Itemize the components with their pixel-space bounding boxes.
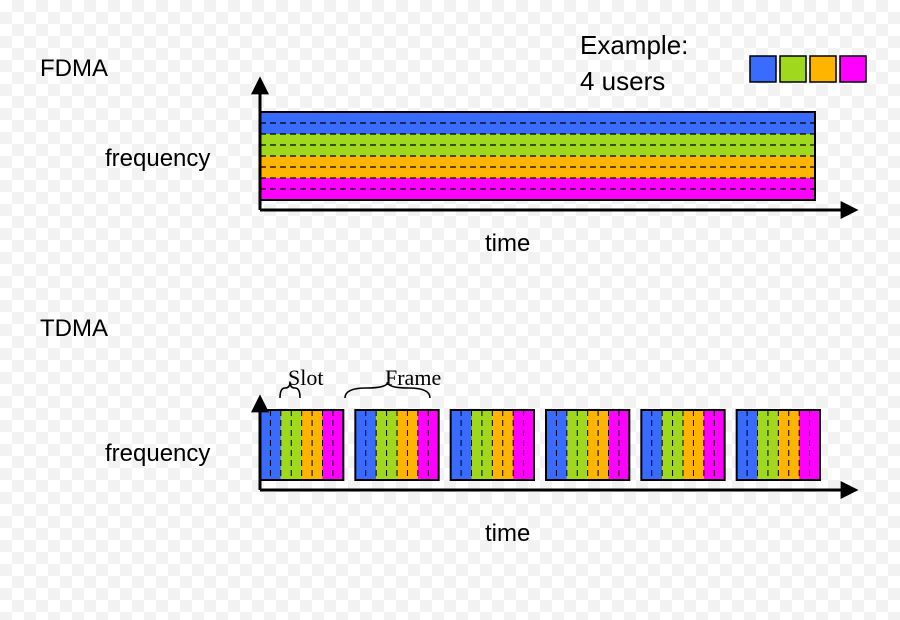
legend-swatch xyxy=(840,56,866,82)
legend-swatch xyxy=(780,56,806,82)
diagram-svg xyxy=(0,0,900,620)
legend-swatch xyxy=(810,56,836,82)
legend-swatch xyxy=(750,56,776,82)
